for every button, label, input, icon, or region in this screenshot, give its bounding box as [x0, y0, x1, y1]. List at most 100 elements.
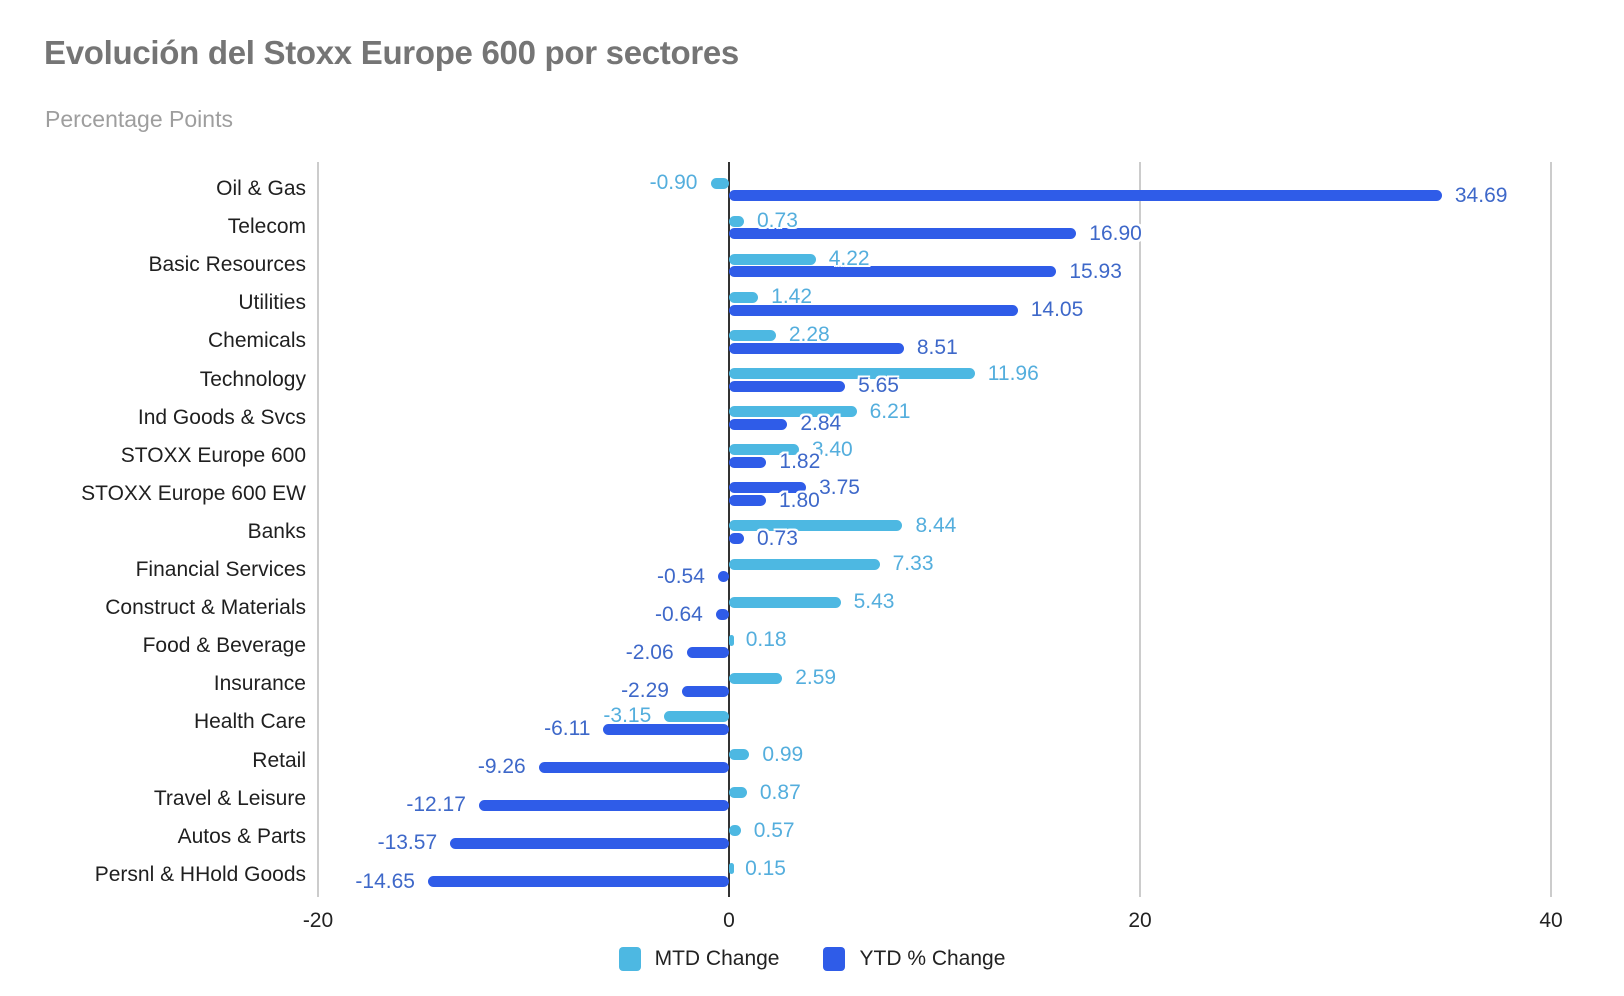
ytd-bar[interactable]: [715, 609, 729, 621]
ytd-value-label: 16.90: [1089, 221, 1142, 245]
ytd-value-label: -14.65: [355, 869, 415, 893]
mtd-value-label: 4.22: [828, 247, 870, 271]
mtd-bar[interactable]: [729, 634, 734, 646]
legend-item-ytd[interactable]: YTD % Change: [823, 946, 1005, 972]
mtd-value-label: 5.43: [853, 590, 895, 614]
legend-item-mtd[interactable]: MTD Change: [618, 946, 780, 972]
category-label: Chemicals: [207, 329, 306, 353]
mtd-bar[interactable]: [729, 749, 750, 760]
mtd-value-label: 0.57: [753, 818, 795, 842]
category-label: Utilities: [238, 291, 306, 315]
legend-swatch-ytd-icon: [823, 947, 846, 971]
category-label: STOXX Europe 600 EW: [81, 481, 306, 505]
mtd-bar[interactable]: [729, 253, 816, 265]
ytd-bar[interactable]: [729, 380, 846, 392]
x-tick-label: 0: [723, 909, 735, 932]
mtd-bar[interactable]: [729, 406, 857, 418]
x-tick-label: -20: [302, 909, 334, 932]
mtd-bar[interactable]: [729, 672, 783, 684]
ytd-value-label: 1.82: [779, 450, 821, 474]
zero-axis-line: [728, 162, 730, 897]
category-label: Travel & Leisure: [153, 786, 306, 810]
mtd-value-label: 0.73: [757, 209, 798, 233]
ytd-bar[interactable]: [603, 723, 729, 735]
ytd-bar[interactable]: [729, 418, 788, 430]
ytd-value-label: 5.65: [858, 374, 899, 398]
mtd-bar[interactable]: [729, 482, 807, 494]
mtd-bar[interactable]: [729, 215, 744, 227]
category-label: Autos & Parts: [177, 824, 306, 848]
mtd-bar[interactable]: [729, 368, 975, 379]
ytd-value-label: -2.29: [621, 679, 669, 702]
chart-subtitle: Percentage Points: [45, 106, 233, 132]
ytd-bar[interactable]: [729, 266, 1057, 278]
category-label: Ind Goods & Svcs: [137, 405, 306, 429]
mtd-bar[interactable]: [664, 710, 729, 722]
category-label: Insurance: [213, 672, 306, 696]
mtd-bar[interactable]: [729, 596, 841, 608]
mtd-bar[interactable]: [729, 444, 799, 456]
ytd-bar[interactable]: [729, 456, 767, 468]
mtd-bar[interactable]: [729, 291, 759, 303]
ytd-bar[interactable]: [681, 685, 729, 697]
ytd-bar[interactable]: [729, 342, 904, 354]
x-tick-label: 40: [1539, 909, 1563, 932]
mtd-value-label: 3.75: [819, 475, 860, 499]
mtd-bar[interactable]: [729, 329, 776, 341]
category-label: Telecom: [227, 215, 306, 239]
ytd-bar[interactable]: [538, 761, 729, 773]
legend-swatch-mtd-icon: [618, 947, 641, 971]
category-label: Technology: [199, 367, 306, 391]
ytd-value-label: -13.57: [377, 831, 438, 855]
category-label: Food & Beverage: [142, 634, 306, 658]
ytd-bar[interactable]: [729, 228, 1077, 240]
mtd-value-label: 8.44: [915, 513, 957, 537]
legend-label-ytd: YTD % Change: [859, 947, 1006, 970]
mtd-value-label: -3.15: [603, 704, 652, 728]
ytd-bar[interactable]: [729, 190, 1442, 202]
gridline: [1550, 162, 1552, 897]
ytd-value-label: 1.80: [778, 488, 820, 512]
chart-title: Evolución del Stoxx Europe 600 por secto…: [44, 34, 739, 71]
mtd-bar[interactable]: [729, 787, 747, 799]
ytd-value-label: 34.69: [1454, 183, 1508, 207]
ytd-bar[interactable]: [450, 837, 729, 849]
ytd-value-label: -0.64: [654, 602, 703, 626]
mtd-bar[interactable]: [710, 177, 729, 189]
mtd-value-label: 11.96: [987, 361, 1039, 385]
ytd-bar[interactable]: [686, 647, 729, 659]
mtd-bar[interactable]: [729, 558, 880, 570]
mtd-value-label: -0.90: [649, 171, 698, 194]
gridline: [317, 162, 319, 897]
ytd-bar[interactable]: [729, 304, 1018, 316]
category-label: Construct & Materials: [105, 596, 306, 620]
mtd-value-label: 2.59: [795, 666, 837, 690]
ytd-value-label: 14.05: [1030, 298, 1084, 321]
ytd-value-label: 0.73: [757, 526, 798, 550]
mtd-value-label: 1.42: [771, 285, 813, 309]
category-label: Health Care: [193, 710, 306, 734]
category-label: Retail: [252, 748, 306, 772]
mtd-bar[interactable]: [729, 863, 734, 875]
mtd-value-label: 6.21: [869, 399, 911, 423]
mtd-value-label: 3.40: [811, 437, 853, 461]
ytd-bar[interactable]: [729, 495, 766, 506]
category-label: Banks: [247, 519, 306, 543]
ytd-value-label: 8.51: [916, 336, 958, 360]
ytd-bar[interactable]: [729, 533, 744, 545]
legend: MTD Change YTD % Change: [0, 946, 1624, 972]
category-label: Financial Services: [135, 558, 306, 581]
mtd-bar[interactable]: [729, 825, 741, 837]
mtd-value-label: 0.87: [759, 780, 801, 804]
ytd-value-label: -12.17: [406, 793, 466, 817]
category-label: Persnl & HHold Goods: [94, 862, 306, 886]
mtd-value-label: 7.33: [892, 552, 934, 575]
ytd-bar[interactable]: [717, 571, 729, 583]
ytd-bar[interactable]: [478, 799, 729, 811]
ytd-bar[interactable]: [427, 876, 729, 887]
x-tick-label: 20: [1128, 909, 1152, 932]
mtd-bar[interactable]: [729, 520, 903, 532]
ytd-value-label: -9.26: [477, 755, 526, 779]
legend-label-mtd: MTD Change: [654, 947, 780, 970]
